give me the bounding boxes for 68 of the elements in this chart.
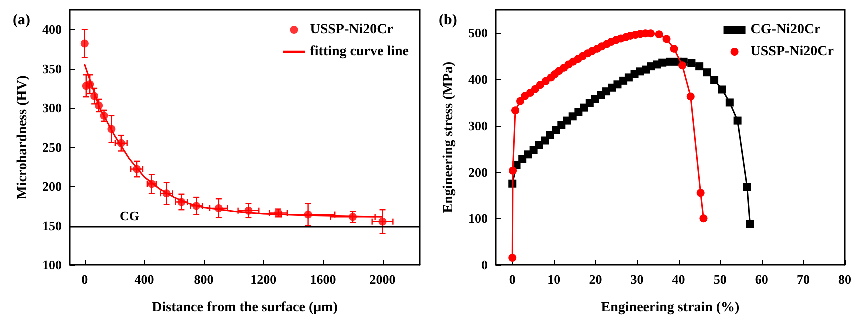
point: [80, 40, 89, 48]
point: [703, 68, 712, 77]
y-tick-label: 100: [468, 211, 488, 226]
legend-label: USSP-Ni20Cr: [750, 44, 834, 60]
y-axis-title: Microhardness (HV): [16, 75, 30, 200]
point: [508, 254, 517, 262]
y-tick-label: 350: [42, 61, 62, 76]
point: [378, 218, 387, 226]
point: [746, 220, 754, 228]
y-axis-title: Engineering stress (MPa): [442, 61, 456, 214]
y-tick-label: 200: [42, 179, 62, 194]
chart-title: (a): [13, 12, 30, 28]
legend-label: fitting curve line: [310, 44, 410, 60]
x-tick-label: 2000: [370, 272, 396, 287]
x-axis-title: Distance from the surface (μm): [152, 300, 338, 316]
y-tick-label: 0: [482, 258, 488, 272]
point: [688, 59, 696, 68]
x-tick-label: 60: [755, 272, 768, 287]
point: [666, 58, 674, 66]
point: [655, 30, 664, 39]
y-tick-label: 200: [468, 164, 488, 180]
legend-label: USSP-Ni20Cr: [310, 22, 394, 38]
point: [516, 97, 525, 106]
x-tick-label: 0: [82, 272, 88, 287]
x-tick-label: 40: [672, 272, 686, 287]
point: [658, 58, 667, 67]
y-tick-label: 300: [468, 118, 488, 134]
point: [734, 116, 742, 125]
point: [536, 81, 544, 90]
point: [686, 92, 695, 101]
y-tick-label: 400: [42, 22, 62, 38]
x-tick-label: 20: [589, 272, 602, 287]
x-tick-label: 70: [796, 272, 810, 287]
point: [542, 77, 550, 86]
y-tick-label: 250: [42, 140, 62, 155]
x-tick-label: 800: [194, 272, 214, 287]
x-tick-label: 1200: [250, 272, 277, 287]
point: [535, 141, 544, 150]
x-tick-label: 400: [134, 272, 154, 287]
x-tick-label: 0: [509, 272, 516, 287]
x-tick-label: 80: [838, 272, 852, 287]
x-tick-label: 1600: [310, 272, 336, 287]
x-axis-title: Engineering strain (%): [601, 300, 740, 316]
point: [678, 62, 687, 70]
chart-title: (b): [439, 12, 458, 28]
ref-line-label: CG: [120, 208, 140, 224]
point: [662, 35, 671, 44]
y-tick-label: 500: [468, 26, 488, 41]
point: [512, 106, 520, 115]
y-tick-label: 100: [42, 258, 62, 272]
y-tick-label: 300: [42, 100, 62, 116]
point: [696, 189, 705, 198]
point: [696, 62, 704, 71]
x-tick-label: 50: [714, 272, 727, 287]
x-tick-label: 10: [548, 272, 561, 287]
point: [718, 86, 726, 94]
point: [726, 98, 734, 107]
point: [541, 136, 550, 145]
point: [580, 104, 588, 112]
point: [670, 44, 678, 53]
point: [743, 183, 752, 192]
legend-label: CG-Ni20Cr: [750, 22, 821, 38]
y-tick-label: 150: [42, 218, 62, 234]
y-tick-label: 400: [468, 72, 488, 88]
point: [710, 76, 719, 84]
x-tick-label: 30: [630, 272, 644, 287]
point: [700, 214, 708, 223]
point: [509, 166, 518, 175]
